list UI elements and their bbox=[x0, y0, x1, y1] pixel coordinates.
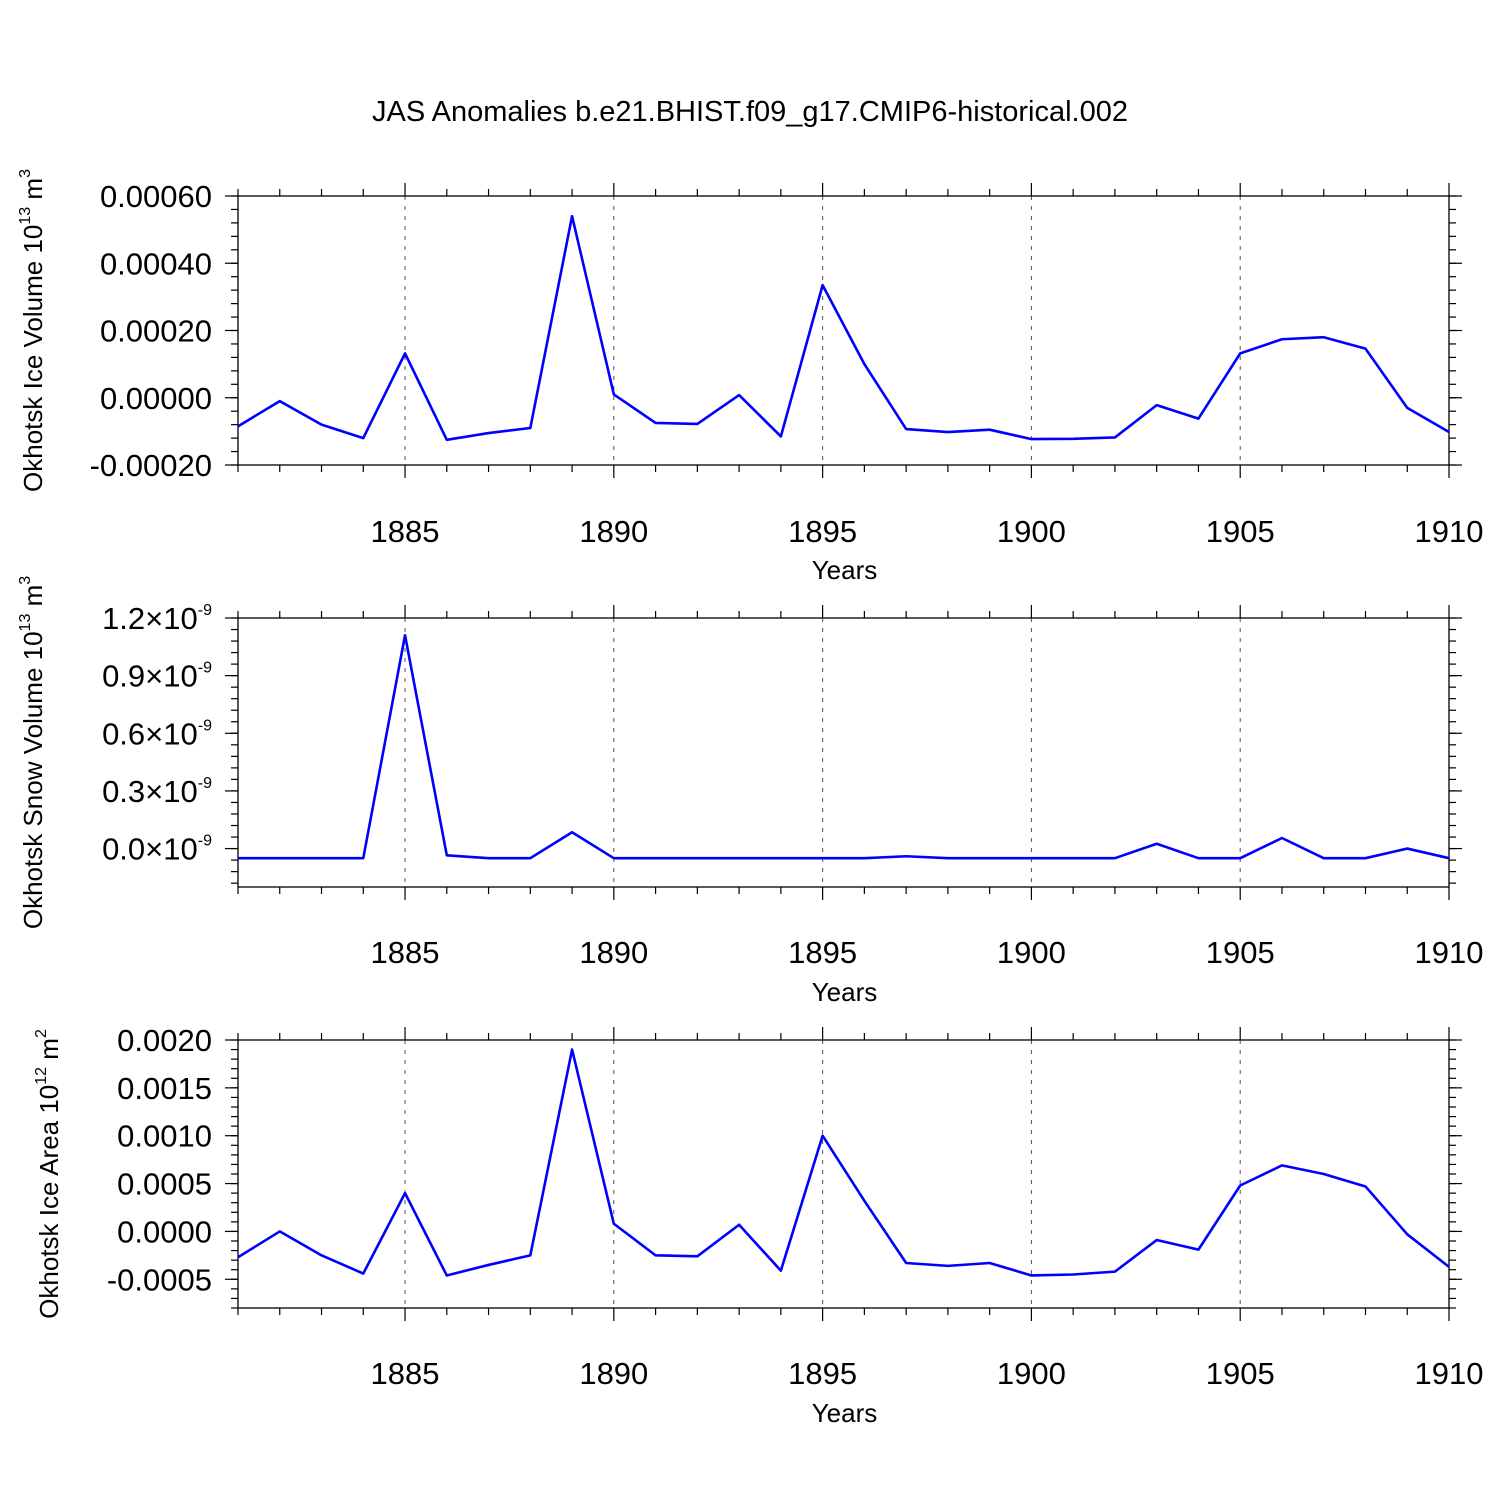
y-axis-title-text: Okhotsk Ice Volume 10 bbox=[18, 225, 48, 492]
y-tick-label: 0.00020 bbox=[100, 314, 212, 349]
y-axis-title-exp: 13 bbox=[17, 207, 34, 225]
x-tick-label-1885: 1885 bbox=[371, 935, 440, 970]
x-tick-label-1885: 1885 bbox=[371, 514, 440, 549]
y-tick-value: 0.00020 bbox=[100, 314, 212, 349]
x-tick-label-1905: 1905 bbox=[1206, 935, 1275, 970]
series-line-snow-volume bbox=[238, 633, 1450, 860]
y-tick-label: 0.00040 bbox=[100, 246, 212, 281]
x-tick-label-1900: 1900 bbox=[997, 514, 1066, 549]
x-axis-title: Years bbox=[812, 1398, 878, 1428]
y-axis-title-unit: m bbox=[18, 585, 48, 614]
y-tick-scale: ×10 bbox=[145, 601, 198, 636]
x-tick-label-1910: 1910 bbox=[1415, 935, 1484, 970]
panel-snow-volume: 0.0×10-90.3×10-90.6×10-90.9×10-91.2×10-9… bbox=[17, 576, 1483, 1007]
y-axis-title: Okhotsk Ice Area 1012 m2 bbox=[33, 1029, 64, 1319]
y-tick-value: 0.0 bbox=[102, 832, 145, 867]
y-tick-value: 0.0020 bbox=[117, 1023, 212, 1058]
y-tick-value: 0.00060 bbox=[100, 179, 212, 214]
y-axis-title-text: Okhotsk Ice Area 10 bbox=[34, 1085, 64, 1319]
y-tick-label: 0.9×10-9 bbox=[102, 659, 212, 694]
x-tick-label-1895: 1895 bbox=[788, 935, 857, 970]
y-axis-title-unit-exp: 3 bbox=[17, 169, 34, 178]
y-tick-value: 0.00000 bbox=[100, 381, 212, 416]
x-tick-label-1900: 1900 bbox=[997, 935, 1066, 970]
y-axis-title: Okhotsk Ice Volume 1013 m3 bbox=[17, 169, 48, 492]
y-axis-title: Okhotsk Snow Volume 1013 m3 bbox=[17, 576, 48, 929]
y-tick-value: 0.9 bbox=[102, 659, 145, 694]
y-tick-label: 0.3×10-9 bbox=[102, 774, 212, 809]
figure-title: JAS Anomalies b.e21.BHIST.f09_g17.CMIP6-… bbox=[372, 96, 1128, 128]
y-tick-value: 0.0010 bbox=[117, 1119, 212, 1154]
y-tick-scale: ×10 bbox=[145, 659, 198, 694]
y-axis-title-unit-exp: 2 bbox=[33, 1029, 50, 1038]
y-tick-label: 0.00000 bbox=[100, 381, 212, 416]
y-tick-value: 1.2 bbox=[102, 601, 145, 636]
y-tick-scale: ×10 bbox=[145, 774, 198, 809]
y-tick-value: 0.0015 bbox=[117, 1071, 212, 1106]
x-tick-label-1890: 1890 bbox=[579, 514, 648, 549]
x-tick-label-1900: 1900 bbox=[997, 1356, 1066, 1391]
y-tick-label: 0.0010 bbox=[117, 1119, 212, 1154]
series-line-ice-volume bbox=[237, 214, 1450, 442]
y-axis-title-exp: 13 bbox=[17, 614, 34, 632]
series-line-ice-area bbox=[237, 1048, 1450, 1277]
x-axis-title: Years bbox=[812, 977, 878, 1007]
x-tick-label-1905: 1905 bbox=[1206, 1356, 1275, 1391]
y-tick-value: 0.6 bbox=[102, 716, 145, 751]
x-tick-label-1895: 1895 bbox=[788, 1356, 857, 1391]
plot-frame bbox=[237, 617, 1450, 888]
x-tick-label-1910: 1910 bbox=[1415, 514, 1484, 549]
y-tick-label: 1.2×10-9 bbox=[102, 601, 212, 636]
x-tick-label-1895: 1895 bbox=[788, 514, 857, 549]
y-tick-label: -0.00020 bbox=[90, 448, 212, 483]
panel-ice-volume: -0.00020 0.00000 0.00020 0.00040 0.00060 1885… bbox=[17, 169, 1483, 585]
y-tick-scale-exp: -9 bbox=[198, 717, 212, 734]
y-tick-label: 0.0020 bbox=[117, 1023, 212, 1058]
y-axis-title-unit-exp: 3 bbox=[17, 576, 34, 585]
y-tick-value: -0.0005 bbox=[107, 1262, 212, 1297]
y-tick-value: 0.3 bbox=[102, 774, 145, 809]
y-tick-label: 0.0000 bbox=[117, 1214, 212, 1249]
x-tick-label-1890: 1890 bbox=[579, 1356, 648, 1391]
y-tick-label: 0.0015 bbox=[117, 1071, 212, 1106]
x-tick-label-1910: 1910 bbox=[1415, 1356, 1484, 1391]
y-tick-label: 0.0×10-9 bbox=[102, 832, 212, 867]
x-tick-label-1905: 1905 bbox=[1206, 514, 1275, 549]
panel-ice-area: -0.0005 0.0000 0.0005 0.0010 0.0015 0.0020 188… bbox=[33, 1023, 1483, 1428]
y-tick-scale-exp: -9 bbox=[198, 660, 212, 677]
x-tick-label-1885: 1885 bbox=[371, 1356, 440, 1391]
y-tick-scale: ×10 bbox=[145, 716, 198, 751]
y-tick-label: 0.0005 bbox=[117, 1167, 212, 1202]
y-tick-label: 0.00060 bbox=[100, 179, 212, 214]
y-axis-title-unit: m bbox=[18, 178, 48, 207]
y-tick-scale: ×10 bbox=[145, 832, 198, 867]
y-axis-title-unit: m bbox=[34, 1038, 64, 1067]
y-tick-scale-exp: -9 bbox=[198, 833, 212, 850]
y-tick-value: 0.00040 bbox=[100, 246, 212, 281]
y-tick-value: -0.00020 bbox=[90, 448, 212, 483]
x-tick-label-1890: 1890 bbox=[579, 935, 648, 970]
y-tick-label: -0.0005 bbox=[107, 1262, 212, 1297]
panels: -0.00020 0.00000 0.00020 0.00040 0.00060 1885… bbox=[17, 169, 1483, 1428]
y-tick-value: 0.0000 bbox=[117, 1214, 212, 1249]
y-tick-scale-exp: -9 bbox=[198, 775, 212, 792]
y-axis-title-exp: 12 bbox=[33, 1067, 50, 1085]
y-tick-label: 0.6×10-9 bbox=[102, 716, 212, 751]
y-tick-scale-exp: -9 bbox=[198, 602, 212, 619]
y-tick-value: 0.0005 bbox=[117, 1167, 212, 1202]
x-axis-title: Years bbox=[812, 555, 878, 585]
y-axis-title-text: Okhotsk Snow Volume 10 bbox=[18, 631, 48, 929]
